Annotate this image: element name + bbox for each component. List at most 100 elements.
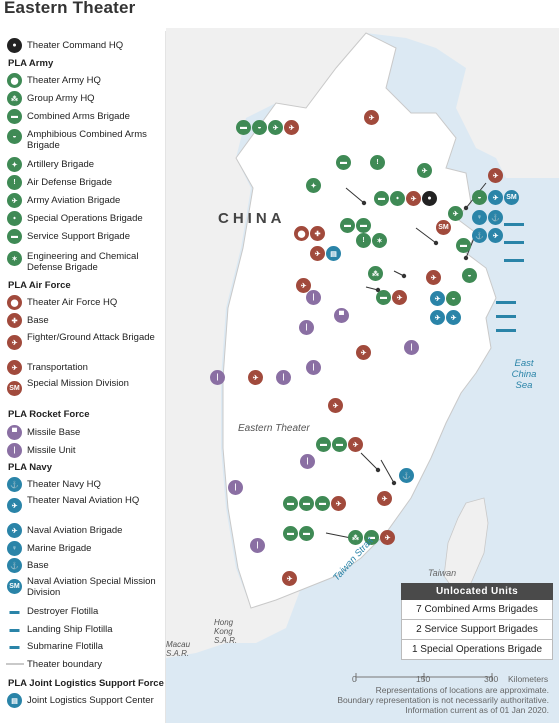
service-support-brigade-icon: ▬ — [7, 229, 22, 244]
legend-item-theater-navy-hq: Theater Navy HQ — [27, 479, 101, 490]
legend-item-naval-aviation-special-mission: Naval Aviation Special Mission Division — [27, 576, 156, 598]
fighter-brigade-icon: ✈ — [296, 278, 311, 293]
unlocated-row: 7 Combined Arms Brigades — [401, 600, 553, 620]
legend-item-missile-base: Missile Base — [27, 427, 81, 438]
theater-command-hq-icon: ● — [422, 191, 437, 206]
amphibious-brigade-icon: ◒ — [7, 129, 22, 144]
east-china-sea-label: East China Sea — [511, 358, 537, 391]
legend-panel: ● Theater Command HQ PLA Army ⬤ Theater … — [0, 31, 166, 723]
legend-item-naval-aviation-brigade: Naval Aviation Brigade — [27, 525, 123, 536]
legend-item-theater-naval-aviation-hq: Theater Naval Aviation HQ — [27, 495, 140, 506]
fighter-brigade-icon: ✈ — [426, 270, 441, 285]
transportation-icon: ✈ — [7, 360, 22, 375]
theater-air-force-hq-icon: ⬤ — [7, 295, 22, 310]
legend-item-group-army-hq: Group Army HQ — [27, 93, 95, 104]
scale-tick-150: 150 — [416, 674, 431, 684]
legend-item-missile-unit: Missile Unit — [27, 445, 76, 456]
legend-item-joint-logistics-support-center: Joint Logistics Support Center — [27, 695, 154, 706]
missile-unit-icon: | — [250, 538, 265, 553]
army-aviation-brigade-icon: ✈ — [268, 120, 283, 135]
unlocated-units-heading: Unlocated Units — [401, 583, 553, 600]
missile-unit-icon: | — [276, 370, 291, 385]
legend-item-army-aviation-brigade: Army Aviation Brigade — [27, 195, 121, 206]
fighter-brigade-icon: ✈ — [282, 571, 297, 586]
combined-arms-brigade-icon: ▬ — [299, 526, 314, 541]
legend-item-landing-ship-flotilla: Landing Ship Flotilla — [27, 624, 113, 635]
map-canvas — [166, 28, 559, 723]
fighter-brigade-icon: ✈ — [248, 370, 263, 385]
amphibious-brigade-icon: ◒ — [472, 190, 487, 205]
engineering-brigade-icon: ✶ — [372, 233, 387, 248]
theater-navy-hq-icon: ⚓ — [7, 477, 22, 492]
note-line: Boundary representation is not necessari… — [337, 695, 549, 705]
missile-base-icon: ▀ — [334, 308, 349, 323]
map-area: ▬ ◒ ✈ ✈ ▬ ! ✈ ✦ ▬ ⬩ ✈ ● ▬ ▬ ! ✶ ⬤ ✚ ✈ ▤ … — [166, 28, 559, 723]
legend-item-special-operations-brigade: Special Operations Brigade — [27, 213, 143, 224]
missile-unit-icon: | — [228, 480, 243, 495]
amphibious-brigade-icon: ◒ — [462, 268, 477, 283]
missile-unit-icon: | — [210, 370, 225, 385]
theater-naval-aviation-hq-icon: ✈ — [7, 498, 22, 513]
fighter-brigade-icon: ✈ — [328, 398, 343, 413]
combined-arms-brigade-icon: ▬ — [456, 238, 471, 253]
unlocated-units-box: Unlocated Units 7 Combined Arms Brigades… — [401, 583, 553, 660]
taiwan-label: Taiwan — [428, 568, 457, 578]
scale-unit: Kilometers — [508, 674, 549, 684]
group-army-hq-icon: ⁂ — [368, 266, 383, 281]
page-title: Eastern Theater — [4, 0, 136, 17]
landing-ship-flotilla-icon: ▬▬ — [496, 310, 516, 321]
submarine-flotilla-icon: ▬▬ — [504, 254, 524, 265]
landing-ship-flotilla-icon: ▬ — [9, 624, 20, 635]
hong-kong-label: Hong Kong S.A.R. — [214, 618, 238, 645]
combined-arms-brigade-icon: ▬ — [7, 109, 22, 124]
fighter-brigade-icon: ✈ — [406, 191, 421, 206]
fighter-brigade-icon: ✈ — [380, 530, 395, 545]
fighter-brigade-icon: ✈ — [331, 496, 346, 511]
joint-logistics-support-center-icon: ▤ — [7, 693, 22, 708]
fighter-brigade-icon: ✈ — [348, 437, 363, 452]
leader-dots — [348, 200, 469, 541]
scale-bar: 0 150 300 — [352, 672, 502, 690]
fighter-brigade-icon: ✈ — [7, 335, 22, 350]
theater-army-hq-icon: ⬤ — [7, 73, 22, 88]
map-notes: Representations of locations are approxi… — [337, 685, 549, 715]
note-line: Representations of locations are approxi… — [375, 685, 549, 695]
combined-arms-brigade-icon: ▬ — [299, 496, 314, 511]
base-icon: ✚ — [7, 313, 22, 328]
unlocated-row: 2 Service Support Brigades — [401, 620, 553, 640]
special-mission-division-icon: SM — [7, 381, 22, 396]
navy-base-icon: ⚓ — [7, 558, 22, 573]
legend-item-air-defense-brigade: Air Defense Brigade — [27, 177, 113, 188]
missile-unit-icon: | — [306, 360, 321, 375]
fighter-brigade-icon: ✈ — [364, 110, 379, 125]
legend-item-marine-brigade: Marine Brigade — [27, 543, 92, 554]
note-line: Information current as of 01 Jan 2020. — [405, 705, 549, 715]
combined-arms-brigade-icon: ▬ — [316, 437, 331, 452]
fighter-brigade-icon: ✈ — [284, 120, 299, 135]
fighter-brigade-icon: ✈ — [377, 491, 392, 506]
army-aviation-brigade-icon: ✈ — [448, 206, 463, 221]
air-defense-brigade-icon: ! — [7, 175, 22, 190]
legend-item-service-support-brigade: Service Support Brigade — [27, 231, 130, 242]
marine-brigade-icon: ♀ — [472, 210, 487, 225]
naval-aviation-special-mission-icon: SM — [504, 190, 519, 205]
naval-aviation-brigade-icon: ✈ — [7, 523, 22, 538]
artillery-brigade-icon: ✦ — [306, 178, 321, 193]
theater-navy-hq-icon: ⚓ — [472, 228, 487, 243]
army-aviation-brigade-icon: ✈ — [7, 193, 22, 208]
combined-arms-brigade-icon: ▬ — [364, 530, 379, 545]
fighter-brigade-icon: ✈ — [392, 290, 407, 305]
legend-item-theater-boundary: Theater boundary — [27, 659, 102, 670]
group-army-hq-icon: ⁂ — [348, 530, 363, 545]
theater-command-hq-icon: ● — [7, 38, 22, 53]
legend-navy-heading: PLA Navy — [8, 462, 52, 473]
missile-unit-icon: | — [300, 454, 315, 469]
artillery-brigade-icon: ✦ — [7, 157, 22, 172]
legend-item-combined-arms-brigade: Combined Arms Brigade — [27, 111, 130, 122]
legend-item-theater-army-hq: Theater Army HQ — [27, 75, 101, 86]
fighter-brigade-icon: ✈ — [488, 168, 503, 183]
missile-base-icon: ▀ — [7, 425, 22, 440]
legend-item-special-mission-division: Special Mission Division — [27, 378, 129, 389]
combined-arms-brigade-icon: ▬ — [374, 191, 389, 206]
combined-arms-brigade-icon: ▬ — [315, 496, 330, 511]
